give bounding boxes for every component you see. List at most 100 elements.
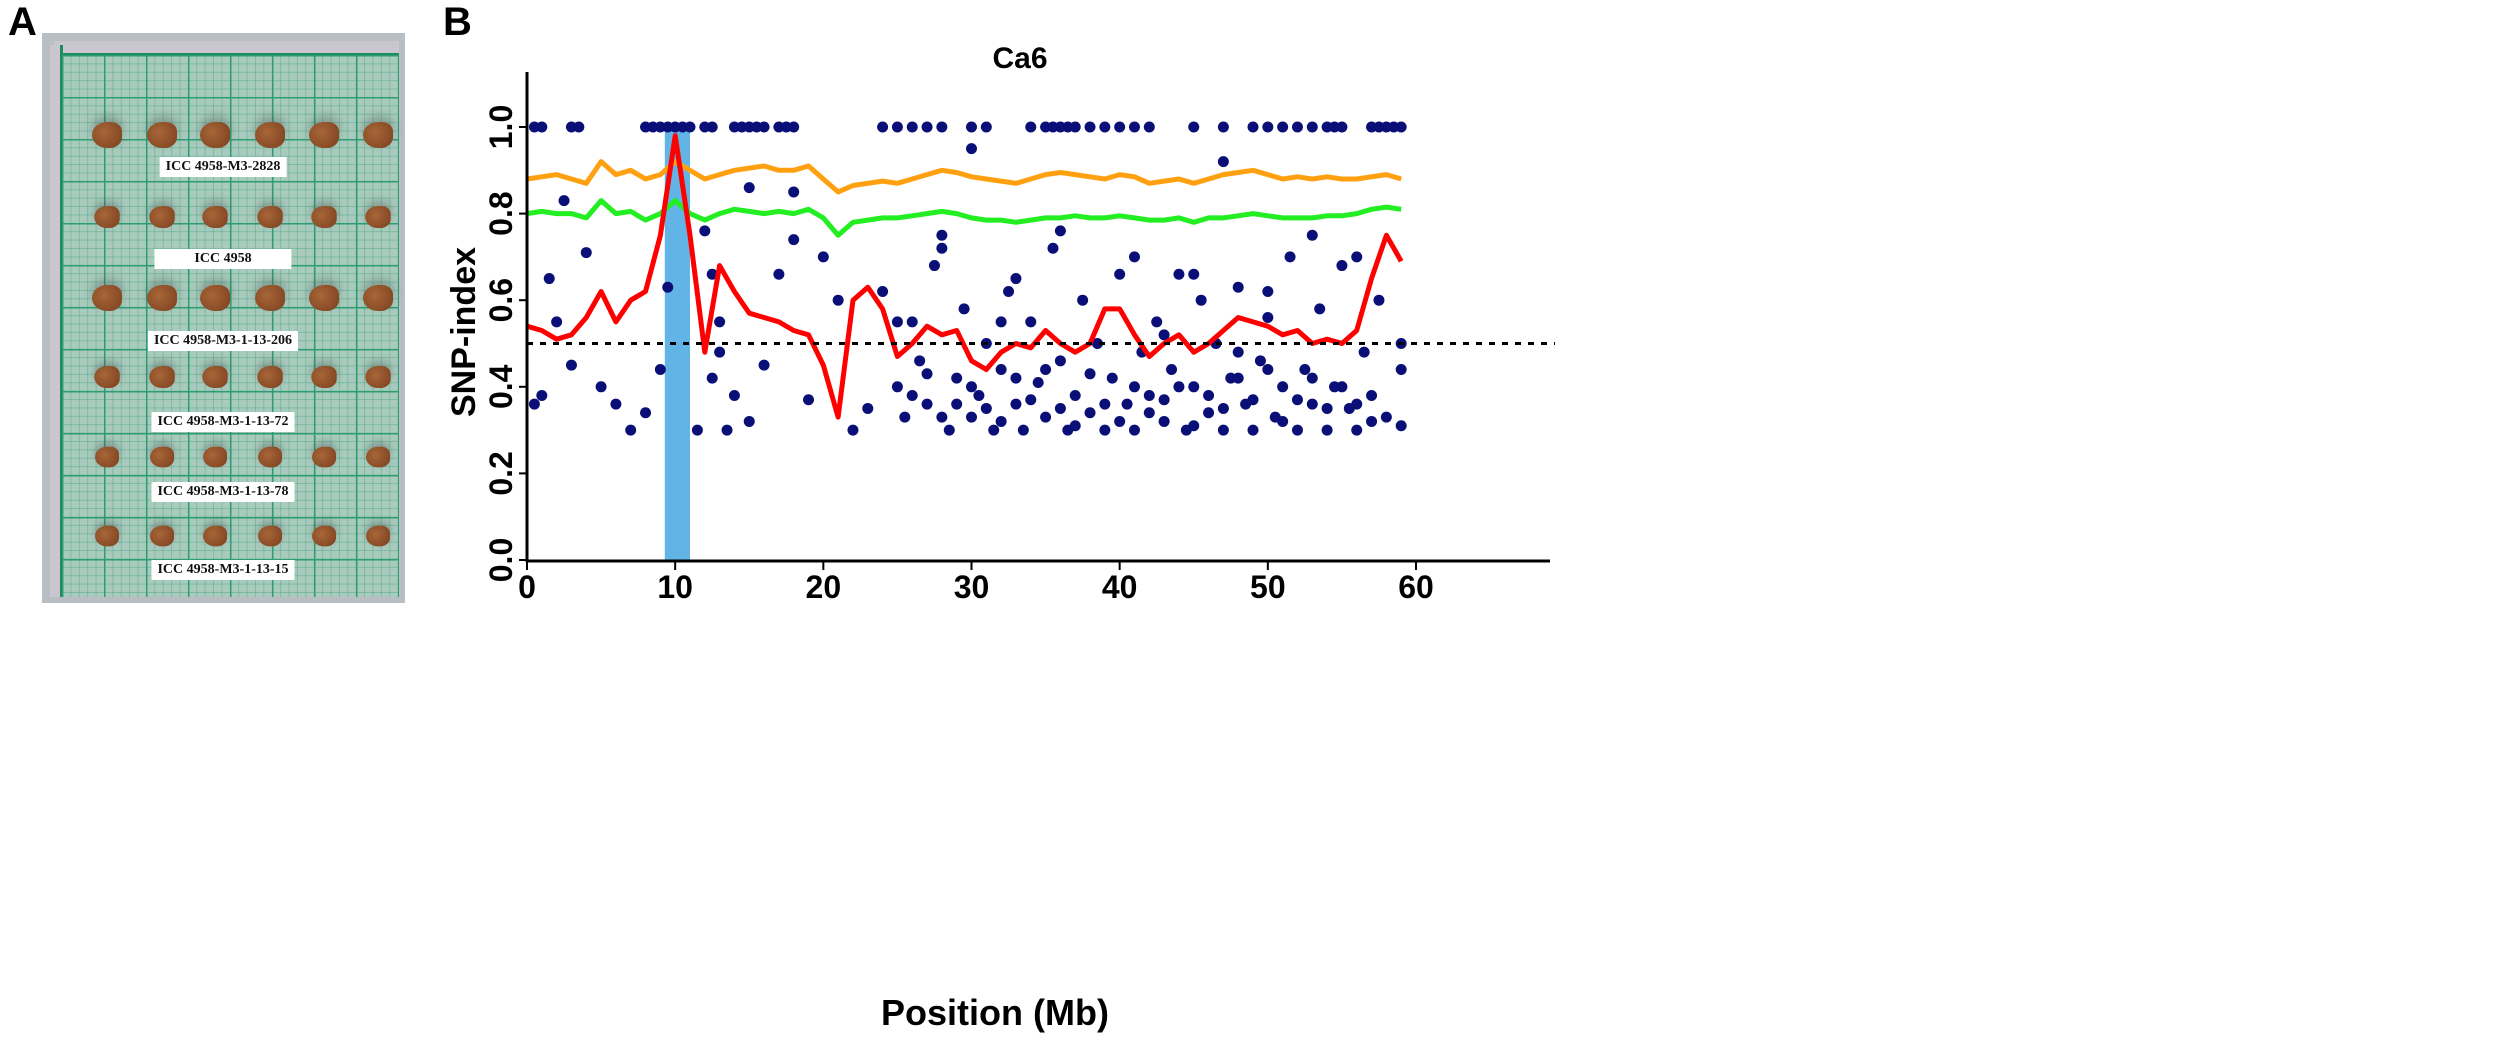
snp-point <box>862 402 874 414</box>
grid-paper <box>62 55 399 597</box>
snp-point <box>1284 251 1296 263</box>
seed <box>95 446 119 468</box>
snp-point <box>980 402 992 414</box>
snp-point <box>706 121 718 133</box>
snp-point <box>706 372 718 384</box>
snp-point <box>995 415 1007 427</box>
snp-point <box>936 121 948 133</box>
seed <box>202 205 228 229</box>
snp-point <box>1077 294 1089 306</box>
snp-point <box>1143 389 1155 401</box>
snp-point <box>1166 363 1178 375</box>
snp-point <box>1040 363 1052 375</box>
seed <box>200 285 230 311</box>
snp-point <box>1158 329 1170 341</box>
snp-point <box>758 359 770 371</box>
snp-point <box>906 389 918 401</box>
snp-point <box>1366 415 1378 427</box>
seed <box>94 365 120 389</box>
snp-point <box>1188 121 1200 133</box>
seed <box>149 365 175 389</box>
snp-point <box>966 381 977 393</box>
snp-point <box>1299 363 1311 375</box>
snp-point <box>877 286 889 298</box>
snp-point <box>951 398 963 410</box>
snp-point <box>1373 294 1385 306</box>
snp-point <box>1025 394 1037 406</box>
snp-point <box>921 121 933 133</box>
snp-point <box>551 316 563 328</box>
snp-point <box>1017 424 1029 436</box>
snp-point <box>1188 268 1200 280</box>
snp-point <box>1217 121 1229 133</box>
snp-point <box>1010 398 1022 410</box>
snp-point <box>921 368 933 380</box>
snp-point <box>1151 316 1163 328</box>
snp-point <box>528 398 540 410</box>
seed-row-label: ICC 4958-M3-1-13-78 <box>151 482 295 502</box>
snp-point <box>1351 251 1363 263</box>
snp-point <box>914 355 926 367</box>
x-tick-label: 10 <box>657 569 693 605</box>
snp-point <box>847 424 859 436</box>
y-tick-label: 0.0 <box>483 538 519 582</box>
seed <box>147 122 177 148</box>
seed <box>363 285 393 311</box>
snp-point <box>1114 121 1126 133</box>
y-tick-label: 0.4 <box>483 364 519 409</box>
snp-point <box>1188 420 1200 432</box>
axis-ticks: 0 10 20 30 40 50 60 0.0 0.2 0.4 0.6 0.8 1.0 <box>483 105 1434 605</box>
snp-point <box>966 143 977 155</box>
seed <box>365 205 391 229</box>
snp-point <box>1069 389 1081 401</box>
snp-point <box>714 316 726 328</box>
snp-point <box>573 121 585 133</box>
snp-point <box>1306 372 1318 384</box>
snp-point <box>1306 121 1318 133</box>
snp-point <box>610 398 622 410</box>
seed <box>203 525 227 547</box>
snp-point <box>803 394 815 406</box>
snp-point <box>788 234 800 246</box>
x-tick-label: 0 <box>518 569 536 605</box>
snp-point <box>1232 281 1244 293</box>
series-line-green <box>526 198 1402 238</box>
snp-point <box>1158 394 1170 406</box>
snp-point <box>1054 402 1066 414</box>
snp-point <box>995 363 1007 375</box>
snp-point <box>1306 398 1318 410</box>
y-tick-label: 1.0 <box>483 105 519 149</box>
snp-point <box>1217 402 1229 414</box>
seed <box>202 365 228 389</box>
snp-point <box>988 424 1000 436</box>
snp-point <box>1143 407 1155 419</box>
snp-point <box>654 363 666 375</box>
snp-point <box>1158 415 1170 427</box>
snp-point <box>1277 415 1289 427</box>
snp-point <box>662 281 674 293</box>
snp-point <box>684 121 696 133</box>
seed <box>366 446 390 468</box>
snp-point <box>1084 368 1096 380</box>
seed <box>150 525 174 547</box>
snp-point <box>536 121 548 133</box>
snp-point <box>1106 372 1118 384</box>
snp-point <box>1099 424 1111 436</box>
snp-point <box>1099 121 1111 133</box>
seed <box>257 205 283 229</box>
y-tick-label: 0.8 <box>483 191 519 235</box>
snp-point <box>1203 389 1215 401</box>
snp-point <box>1054 225 1066 237</box>
seed <box>94 205 120 229</box>
snp-point <box>1366 389 1378 401</box>
snp-point <box>817 251 829 263</box>
snp-point <box>543 273 555 285</box>
snp-point <box>728 389 740 401</box>
snp-point <box>1336 260 1348 272</box>
seed <box>258 446 282 468</box>
snp-point <box>1291 394 1303 406</box>
snp-point <box>995 316 1007 328</box>
snp-point <box>899 411 911 423</box>
snp-point <box>1121 398 1133 410</box>
snp-point <box>1188 381 1200 393</box>
